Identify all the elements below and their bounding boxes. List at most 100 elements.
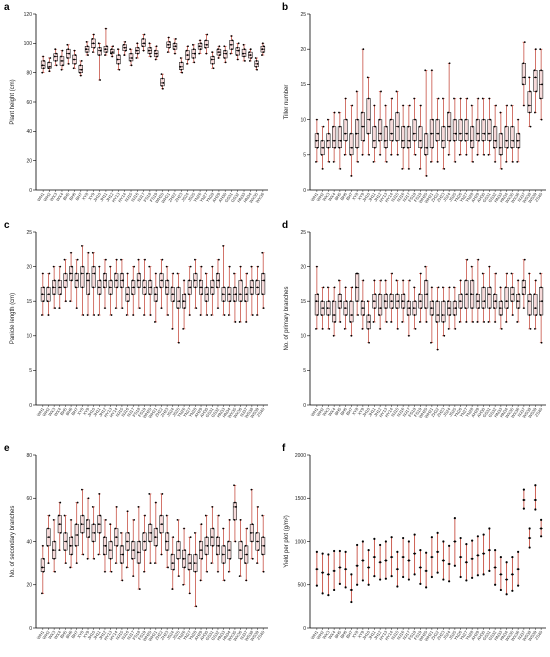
x-tick-label: NJ17 [401,406,411,417]
x-tick-label: JH12 [98,406,108,417]
data-point [206,314,209,316]
data-point [135,57,138,59]
data-point [516,300,519,303]
data-point [471,539,474,542]
data-point [350,175,353,177]
x-tick-label: HN34 [221,406,232,418]
data-point [133,265,136,268]
y-tick-label: 20 [26,264,32,270]
data-point [238,575,241,577]
data-point [315,160,317,163]
data-point [222,244,225,247]
x-tick-label: WH1 [310,191,320,202]
data-point [200,286,202,289]
y-tick-label: 20 [26,158,32,164]
data-point [333,588,336,592]
data-point [59,265,62,268]
data-point [539,97,542,100]
data-point [251,557,254,560]
chart-panel-e: eNo. of secondary branches020406080WH1WH… [4,443,268,642]
x-tick-label: BH7 [345,406,354,416]
data-point [449,139,451,142]
data-point [123,46,126,49]
data-point [66,57,69,59]
data-point [431,118,434,121]
data-point [511,555,514,559]
data-point [368,118,371,121]
x-tick-label: FS19 [413,191,423,203]
data-point [110,314,113,316]
data-point [333,549,336,553]
data-point [168,40,171,43]
data-point [453,118,456,121]
x-tick-label: FS19 [137,629,147,641]
data-point [477,307,480,310]
data-point [447,153,450,156]
data-point [55,64,58,67]
x-tick-label: ZH23 [159,629,169,641]
x-tick-label: JH11 [99,191,109,202]
data-point [534,76,537,79]
data-point [217,279,220,282]
data-point [126,510,129,513]
data-point [91,251,94,254]
x-tick-label: WX36 [232,629,243,642]
box [332,126,337,149]
data-point [425,279,428,282]
data-point [239,549,242,552]
x-tick-label: XY8 [351,191,360,201]
data-point [413,552,416,555]
data-point [351,104,354,107]
data-point [177,540,180,543]
x-tick-label: WX4 [327,406,337,417]
data-point [408,104,411,107]
data-point [379,327,382,330]
data-point [465,118,467,121]
data-point [460,293,463,296]
data-point [118,68,121,71]
data-point [71,536,73,539]
box [533,294,538,316]
data-point [130,52,132,55]
data-point [177,307,179,310]
data-point [108,286,111,289]
data-point [362,48,365,51]
data-point [53,557,56,560]
x-tick-label: WH2 [316,629,326,640]
data-point [64,531,67,534]
data-point [390,536,393,539]
x-tick-label: GS32 [487,191,498,203]
data-point [154,321,156,323]
data-point [505,561,508,564]
data-point [240,300,242,303]
x-tick-label: ZH22 [430,406,440,418]
x-tick-label: YN28 [464,406,474,418]
data-point [459,575,462,579]
box [176,287,181,309]
data-point [430,575,433,579]
data-point [199,279,202,282]
data-point [82,553,85,556]
data-point [76,534,79,536]
data-point [211,293,214,296]
box [91,266,96,288]
data-point [338,279,340,282]
data-point [42,300,45,303]
data-point [250,57,253,59]
data-point [58,549,61,552]
data-point [351,286,354,289]
data-point [120,258,122,261]
data-point [368,153,370,156]
data-point [262,570,265,573]
x-tick-label: JS24 [442,406,452,417]
data-point [487,321,490,323]
data-point [245,293,248,296]
data-point [522,83,524,86]
x-tick-label: YN27 [459,406,469,418]
data-point [143,314,145,316]
data-point [535,90,538,93]
box [378,294,383,316]
data-point [407,167,410,170]
data-point [132,314,135,316]
data-point [470,293,473,296]
